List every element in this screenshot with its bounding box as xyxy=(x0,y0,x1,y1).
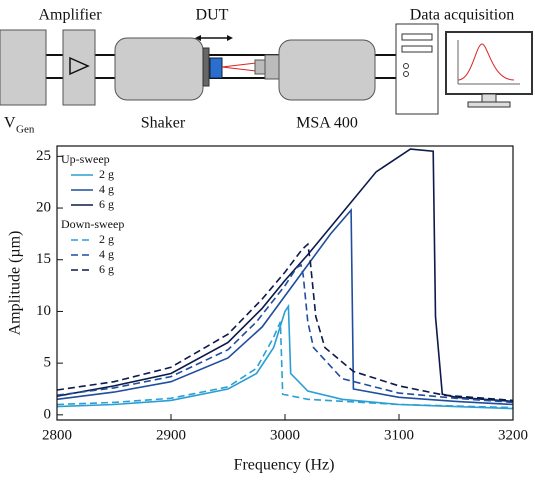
label: V xyxy=(4,115,16,132)
x-tick-label: 3100 xyxy=(384,427,414,443)
series-line xyxy=(56,207,514,406)
series-line xyxy=(56,148,514,403)
drive xyxy=(401,33,433,41)
shaker-plate xyxy=(202,47,210,87)
shaker xyxy=(114,37,204,101)
laser xyxy=(221,62,257,68)
y-tick-label: 20 xyxy=(36,199,51,215)
y-tick-label: 0 xyxy=(44,406,52,422)
legend-label: 2 g xyxy=(99,167,114,181)
laser-head xyxy=(264,54,280,80)
arrow-head xyxy=(195,35,201,41)
setup-diagram: Amplifier DUT Data acquisition V Gen Sha… xyxy=(0,7,533,136)
x-tick-label: 2900 xyxy=(156,427,186,443)
legend-label: 2 g xyxy=(99,232,114,246)
legend-label: 4 g xyxy=(99,247,114,261)
series-line xyxy=(56,321,514,409)
screen-curve xyxy=(457,43,515,81)
drive xyxy=(401,45,433,53)
signal-generator xyxy=(0,29,47,106)
legend-label: 4 g xyxy=(99,182,114,196)
monitor-stand xyxy=(467,101,511,108)
series-line xyxy=(56,242,514,402)
monitor xyxy=(445,31,533,95)
label: Shaker xyxy=(141,115,186,132)
label: Data acquisition xyxy=(410,7,514,24)
laser xyxy=(221,66,257,72)
legend-group: Up-sweep xyxy=(61,152,110,166)
y-axis-label: Amplitude (µm) xyxy=(7,231,24,336)
laser-head xyxy=(254,59,266,75)
x-tick-label: 3200 xyxy=(498,427,528,443)
legend-group: Down-sweep xyxy=(61,217,124,231)
amplifier-box xyxy=(62,29,96,106)
button xyxy=(403,71,409,77)
y-tick-label: 25 xyxy=(36,148,51,164)
x-tick-label: 3000 xyxy=(270,427,300,443)
series-line xyxy=(56,263,514,404)
plot-frame xyxy=(56,145,514,421)
y-tick-label: 10 xyxy=(36,303,51,319)
label: MSA 400 xyxy=(296,115,358,132)
vibrometer xyxy=(278,39,376,101)
label: Amplifier xyxy=(38,7,102,24)
amplifier-symbol xyxy=(69,56,90,76)
label: DUT xyxy=(196,7,229,24)
legend-label: 6 g xyxy=(99,197,114,211)
legend-label: 6 g xyxy=(99,262,114,276)
x-tick-label: 2800 xyxy=(42,427,72,443)
dut xyxy=(209,57,223,79)
arrow-head xyxy=(227,35,233,41)
x-axis-label: Frequency (Hz) xyxy=(234,457,335,474)
button xyxy=(403,63,409,69)
y-tick-label: 15 xyxy=(36,251,51,267)
pc-tower xyxy=(395,23,439,115)
monitor-stand xyxy=(481,93,497,103)
series-line xyxy=(56,303,514,410)
label-subscript: Gen xyxy=(16,124,35,136)
y-tick-label: 5 xyxy=(44,355,52,371)
